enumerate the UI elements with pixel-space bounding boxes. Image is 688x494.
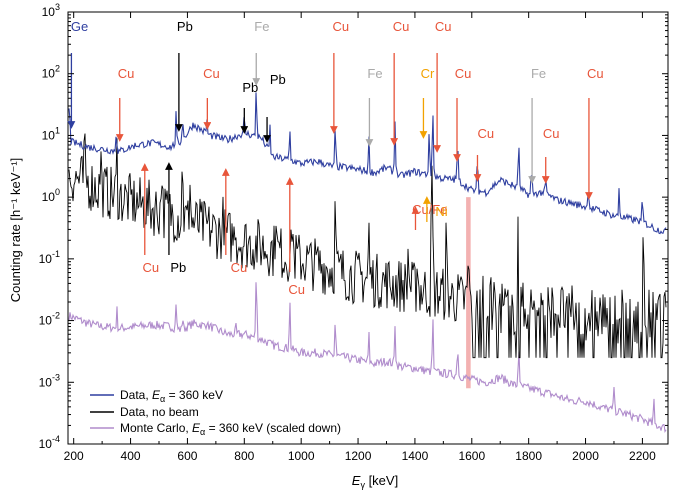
axis-labels: Eγ [keV] Counting rate [h⁻¹ keV⁻¹] xyxy=(8,158,398,490)
annotation-label: Pb xyxy=(270,72,286,87)
y-tick-label: 101 xyxy=(42,125,60,142)
annotation-label: Fe xyxy=(531,66,546,81)
plot-border xyxy=(67,11,669,445)
legend-label: Monte Carlo, Eα = 360 keV (scaled down) xyxy=(120,421,341,437)
x-tick-label: 1200 xyxy=(345,449,372,463)
x-tick-label: 600 xyxy=(177,449,197,463)
y-tick-label: 10-3 xyxy=(39,372,60,389)
x-tick-label: 1400 xyxy=(402,449,429,463)
series-line-2 xyxy=(68,282,667,433)
legend-label: Data, Eα = 360 keV xyxy=(120,388,223,404)
annotation-label: Cu xyxy=(203,66,220,81)
annotation-label: Cu xyxy=(332,19,349,34)
highlight-band xyxy=(466,197,471,389)
axis-ticks: 200 400 600 800 1000 1200 1400 1600 1800 2000 2200… xyxy=(39,2,668,463)
x-tick-label: 1600 xyxy=(458,449,485,463)
annotation-label: Cu xyxy=(231,260,248,275)
y-tick-label: 100 xyxy=(42,187,60,204)
x-tick-label: 2200 xyxy=(629,449,656,463)
highlight-band-rect xyxy=(466,197,471,389)
y-tick-label: 10-1 xyxy=(39,249,60,266)
annotation-label: Cu xyxy=(477,126,494,141)
x-tick-label: 1000 xyxy=(288,449,315,463)
annotation-label: Cu xyxy=(587,66,604,81)
annotation-label: Cu xyxy=(393,19,410,34)
x-tick-label: 2000 xyxy=(572,449,599,463)
series-line-0 xyxy=(68,92,667,235)
x-tick-label: 1800 xyxy=(515,449,542,463)
x-tick-label: 800 xyxy=(234,449,254,463)
annotation-label: Fe xyxy=(367,66,382,81)
annotation-label: Cu xyxy=(543,126,560,141)
y-tick-label: 103 xyxy=(42,2,60,19)
annotation-label: Cu/Fe xyxy=(412,202,447,217)
y-tick-label: 10-2 xyxy=(39,311,60,328)
annotation-layer: Ge Pb Fe Cu Cu Cu Cu Cu Fe Cr Cu Fe Cu Pb Pb Cu Cu Cu Pb Cu… xyxy=(67,19,604,297)
annotation-label: Ge xyxy=(71,19,88,34)
annotation-label: Cu xyxy=(143,260,160,275)
x-tick-label: 400 xyxy=(121,449,141,463)
annotation-label: Fe xyxy=(254,19,269,34)
annotation-label: Cr xyxy=(421,66,435,81)
annotation-label: Ni xyxy=(435,204,447,219)
annotation-label: Pb xyxy=(177,19,193,34)
y-tick-label: 10-4 xyxy=(39,434,60,451)
annotation-label: Pb xyxy=(242,80,258,95)
annotation-label: Cu xyxy=(288,282,305,297)
plot-frame xyxy=(67,11,669,445)
annotation-label: Cu xyxy=(435,19,452,34)
annotation-label: Cu xyxy=(118,66,135,81)
y-axis-label: Counting rate [h⁻¹ keV⁻¹] xyxy=(8,158,23,303)
annotation-label: Pb xyxy=(170,260,186,275)
x-tick-label: 200 xyxy=(64,449,84,463)
y-tick-label: 102 xyxy=(42,64,60,81)
legend-label: Data, no beam xyxy=(120,405,199,419)
x-axis-label: Eγ [keV] xyxy=(352,473,398,490)
annotation-label: Cu xyxy=(455,66,472,81)
